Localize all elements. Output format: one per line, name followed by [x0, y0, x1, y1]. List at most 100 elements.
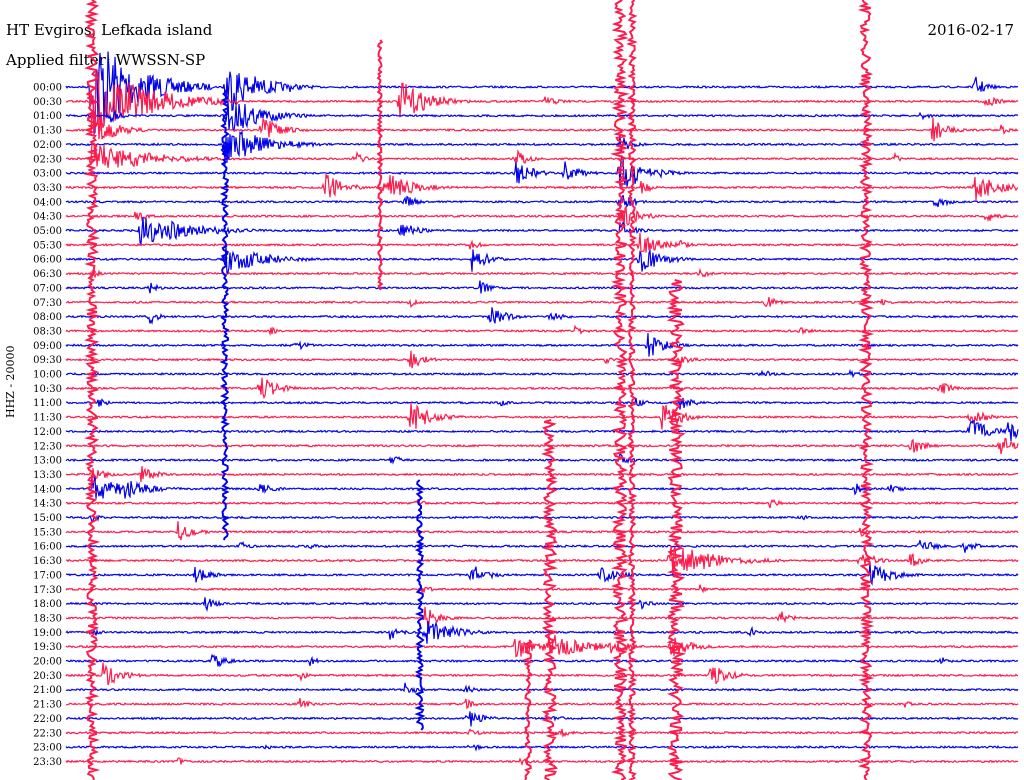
- trace-row-2300: [65, 744, 1019, 752]
- station-title: HT Evgiros, Lefkada island: [6, 21, 213, 39]
- hour-tick-label: 22:00: [33, 714, 62, 725]
- hour-tick-label: 04:30: [33, 212, 62, 223]
- trace-row-1100: [65, 397, 1019, 410]
- trace-row-0230: [65, 140, 1019, 168]
- trace-row-1700: [65, 562, 1019, 586]
- trace-row-1300: [65, 453, 1019, 465]
- hour-tick-label: 07:00: [33, 283, 62, 294]
- hour-tick-label: 21:30: [33, 700, 62, 711]
- trace-row-2330: [65, 757, 1019, 767]
- trace-row-0830: [65, 324, 1019, 337]
- trace-row-2200: [65, 711, 1019, 727]
- hour-tick-label: 16:00: [33, 542, 62, 553]
- hour-tick-label: 02:00: [33, 140, 62, 151]
- trace-row-0400: [65, 194, 1019, 208]
- hour-tick-label: 00:00: [33, 83, 62, 94]
- trace-row-1600: [65, 540, 1018, 553]
- trace-row-1230: [65, 437, 1019, 455]
- hour-tick-label: 09:30: [33, 355, 62, 366]
- event-burst-6: [219, 89, 231, 541]
- hour-tick-label: 13:00: [33, 456, 62, 467]
- hour-tick-label: 14:30: [33, 499, 62, 510]
- hour-tick-label: 14:00: [33, 484, 62, 495]
- hour-tick-label: 11:00: [33, 398, 62, 409]
- hour-tick-label: 08:30: [33, 326, 62, 337]
- trace-row-1000: [66, 368, 1019, 379]
- trace-row-0530: [65, 233, 1019, 253]
- event-burst-0: [83, 0, 101, 780]
- hour-tick-label: 13:30: [33, 470, 62, 481]
- trace-row-0330: [65, 174, 1019, 201]
- hour-tick-label: 01:30: [33, 126, 62, 137]
- trace-row-0900: [65, 333, 1019, 357]
- hour-tick-label: 20:00: [33, 657, 62, 668]
- trace-row-1130: [65, 402, 1018, 430]
- hour-tick-label: 19:00: [33, 628, 62, 639]
- hour-tick-label: 20:30: [33, 671, 62, 682]
- trace-row-1930: [65, 632, 1019, 658]
- trace-row-2030: [65, 662, 1018, 686]
- trace-row-0030: [65, 69, 1019, 132]
- hour-tick-label: 04:00: [33, 197, 62, 208]
- hour-tick-label: 00:30: [33, 97, 62, 108]
- trace-row-2100: [65, 682, 1019, 694]
- trace-row-1630: [65, 545, 1019, 576]
- trace-row-1200: [65, 419, 1019, 441]
- event-burst-7: [376, 39, 384, 291]
- trace-row-1530: [65, 521, 1019, 541]
- trace-row-2230: [65, 728, 1019, 739]
- event-burst-9: [522, 639, 534, 780]
- hour-tick-label: 16:30: [33, 556, 62, 567]
- event-burst-4: [540, 419, 560, 780]
- hour-tick-label: 21:00: [33, 685, 62, 696]
- trace-row-1330: [65, 465, 1018, 483]
- hour-tick-label: 10:00: [33, 370, 62, 381]
- trace-row-0700: [65, 280, 1018, 294]
- trace-row-1500: [65, 514, 1019, 523]
- trace-row-1830: [65, 606, 1019, 628]
- event-burst-8: [414, 479, 426, 731]
- trace-row-0200: [65, 129, 1019, 165]
- trace-row-0100: [65, 100, 1019, 133]
- hour-tick-label: 09:00: [33, 341, 62, 352]
- hour-tick-label: 06:00: [33, 255, 62, 266]
- hour-tick-label: 12:30: [33, 441, 62, 452]
- hour-tick-label: 23:00: [33, 743, 62, 754]
- hour-tick-label: 05:30: [33, 240, 62, 251]
- trace-row-1030: [65, 377, 1019, 400]
- event-burst-5: [666, 279, 687, 780]
- trace-row-0930: [65, 350, 1019, 369]
- hour-tick-label: 08:00: [33, 312, 62, 323]
- hour-tick-label: 17:30: [33, 585, 62, 596]
- trace-row-1400: [65, 476, 1019, 499]
- trace-row-0500: [65, 217, 1019, 247]
- trace-row-0600: [65, 245, 1019, 277]
- hour-tick-label: 03:30: [33, 183, 62, 194]
- trace-row-1900: [65, 620, 1019, 644]
- hour-tick-label: 05:00: [33, 226, 62, 237]
- trace-row-0430: [65, 205, 1019, 228]
- hour-tick-label: 22:30: [33, 728, 62, 739]
- trace-row-0730: [65, 296, 1018, 309]
- trace-row-0800: [65, 307, 1019, 325]
- date-label: 2016-02-17: [927, 21, 1014, 39]
- hour-tick-label: 07:30: [33, 298, 62, 309]
- event-burst-2: [626, 0, 638, 780]
- hour-tick-label: 12:00: [33, 427, 62, 438]
- hour-tick-label: 19:30: [33, 642, 62, 653]
- hour-tick-label: 18:00: [33, 599, 62, 610]
- hour-tick-label: 23:30: [33, 757, 62, 768]
- hour-tick-label: 15:30: [33, 527, 62, 538]
- hour-tick-label: 15:00: [33, 513, 62, 524]
- event-burst-3: [857, 0, 875, 780]
- hour-tick-label: 06:30: [33, 269, 62, 280]
- trace-row-2000: [66, 653, 1019, 668]
- hour-tick-label: 01:00: [33, 111, 62, 122]
- hour-tick-label: 10:30: [33, 384, 62, 395]
- trace-row-0000: [65, 51, 1019, 136]
- hour-tick-label: 02:30: [33, 154, 62, 165]
- filter-label: Applied filter: WWSSN-SP: [6, 51, 206, 69]
- event-burst-1: [610, 0, 630, 780]
- hour-tick-label: 11:30: [33, 413, 62, 424]
